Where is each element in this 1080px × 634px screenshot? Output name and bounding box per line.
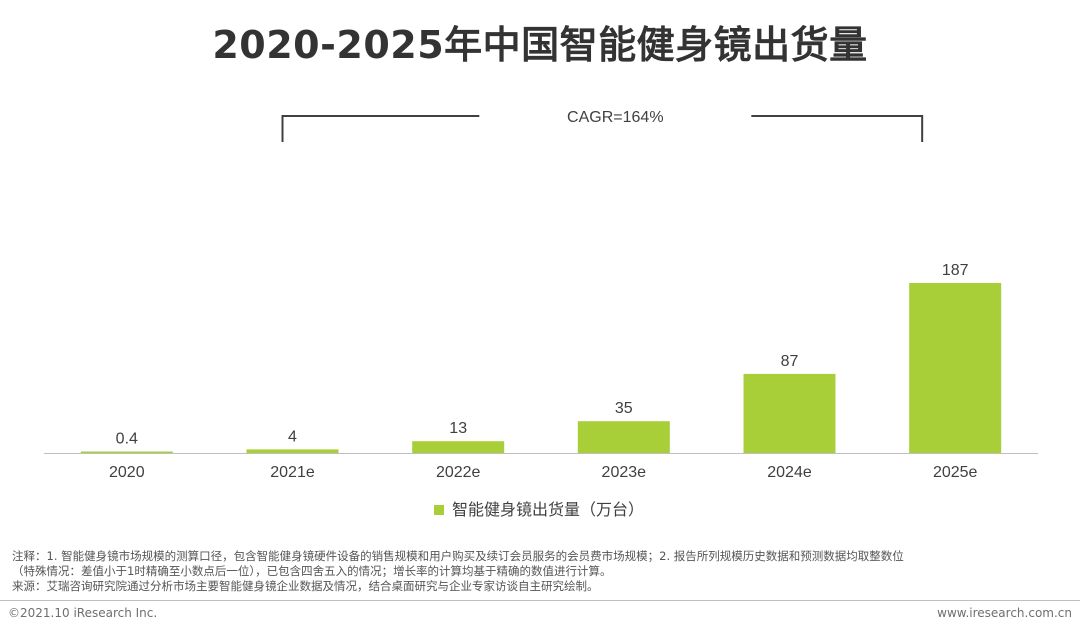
chart-title: 2020-2025年中国智能健身镜出货量 [212, 23, 868, 67]
legend-label: 智能健身镜出货量（万台） [452, 500, 644, 519]
cagr-annotation: CAGR=164% [567, 109, 664, 126]
source-line: 来源：艾瑞咨询研究院通过分析市场主要智能健身镜企业数据及情况，结合桌面研究与企业… [12, 579, 599, 593]
x-tick-label-2020: 2020 [109, 464, 145, 481]
data-label-2021e: 4 [288, 428, 297, 445]
bar-2020 [80, 451, 173, 453]
cagr-bracket-left [281, 115, 480, 142]
data-label-2024e: 87 [781, 353, 799, 370]
x-tick-label-2021e: 2021e [270, 464, 315, 481]
note-line-1: 注释：1. 智能健身镜市场规模的测算口径，包含智能健身镜硬件设备的销售规模和用户… [12, 549, 904, 563]
data-label-2020: 0.4 [116, 431, 138, 448]
bar-2024e [743, 373, 836, 453]
x-tick-label-2025e: 2025e [933, 464, 978, 481]
data-label-2023e: 35 [615, 400, 633, 417]
footer-url[interactable]: www.iresearch.com.cn [937, 606, 1072, 620]
data-label-2025e: 187 [942, 262, 969, 279]
note-line-2: （特殊情况：差值小于1时精确至小数点后一位），已包含四舍五入的情况；增长率的计算… [12, 564, 612, 578]
data-label-2022e: 13 [449, 420, 467, 437]
legend-swatch [434, 505, 444, 515]
footer-divider [0, 600, 1080, 601]
bar-2025e [909, 283, 1002, 453]
x-tick-label-2024e: 2024e [767, 464, 812, 481]
bar-2021e [246, 449, 339, 453]
bar-chart: 0.4 2020 4 2021e 13 2022e 35 2023e 87 2024e 187 202… [44, 109, 1038, 519]
x-tick-label-2022e: 2022e [436, 464, 481, 481]
cagr-bracket-right [751, 115, 924, 142]
footer-copyright: ©2021.10 iResearch Inc. [8, 606, 158, 620]
x-tick-label-2023e: 2023e [602, 464, 647, 481]
bar-2023e [577, 421, 670, 453]
bar-2022e [412, 441, 505, 453]
